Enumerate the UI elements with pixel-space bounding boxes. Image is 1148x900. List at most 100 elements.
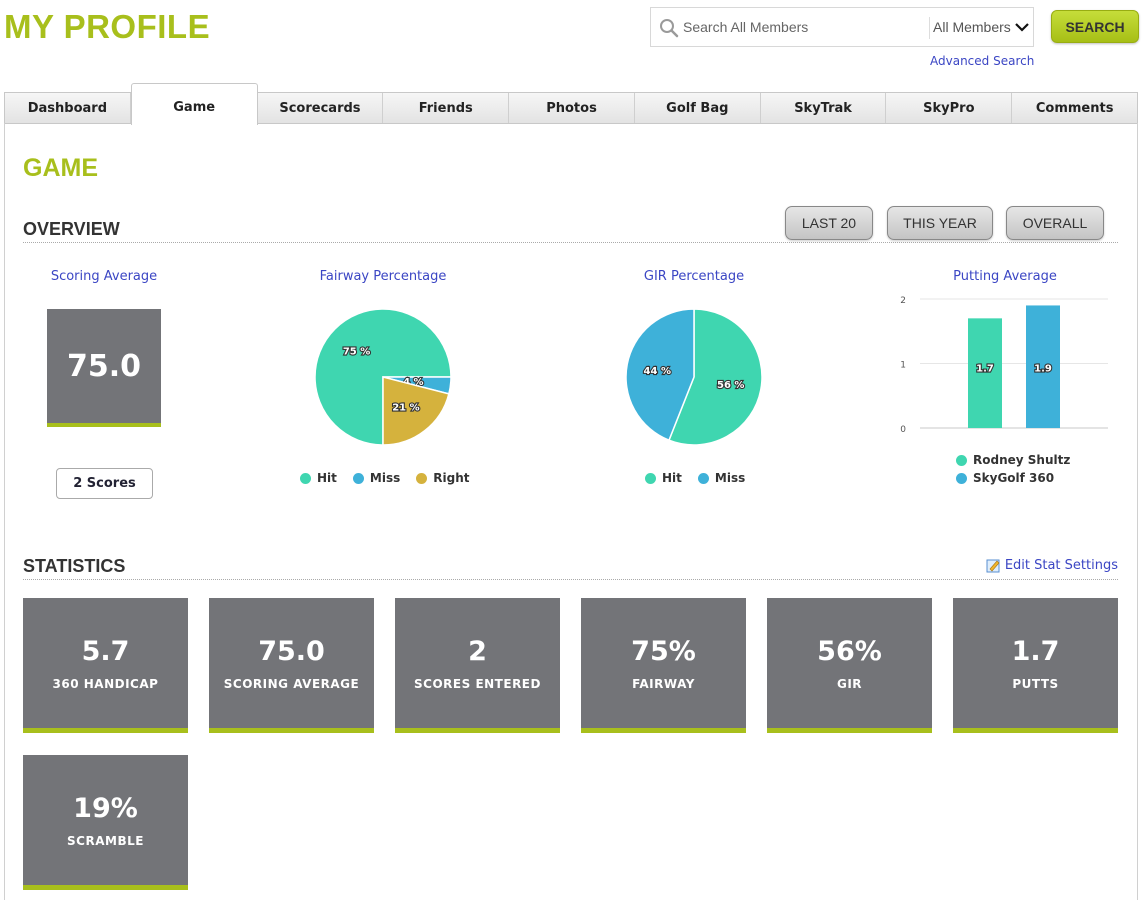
advanced-search-link[interactable]: Advanced Search <box>930 54 1035 68</box>
scoring-average-title: Scoring Average <box>50 269 158 284</box>
legend-item-hit[interactable]: Hit <box>645 471 682 485</box>
legend-dot <box>352 472 364 484</box>
legend-item-rodney[interactable]: Rodney Shultz <box>956 453 1070 467</box>
pie-slice-hit[interactable] <box>667 308 763 446</box>
legend-item-right[interactable]: Right <box>416 471 469 485</box>
edit-stat-settings-link[interactable]: Edit Stat Settings <box>986 558 1118 573</box>
legend-dot <box>956 472 967 484</box>
stat-label: FAIRWAY <box>632 677 695 691</box>
pie-slice-hit[interactable] <box>314 308 452 446</box>
stat-value: 75.0 <box>258 636 325 667</box>
tab-photos[interactable]: Photos <box>509 93 635 123</box>
legend-item-hit[interactable]: Hit <box>300 471 337 485</box>
legend-item-miss[interactable]: Miss <box>697 471 745 485</box>
filter-last-20-button[interactable]: LAST 20 <box>785 206 873 240</box>
legend-dot <box>645 472 656 484</box>
y-tick-label: 2 <box>900 296 906 306</box>
search-box: All Members <box>650 7 1034 47</box>
gir-legend: Hit Miss <box>645 471 745 485</box>
bar-data-label: 1.9 <box>1034 364 1052 375</box>
stat-card-scores-entered: 2 SCORES ENTERED <box>395 598 560 733</box>
pie-slice-miss[interactable] <box>625 308 695 442</box>
stat-card-putts: 1.7 PUTTS <box>953 598 1118 733</box>
stat-label: GIR <box>836 677 863 691</box>
stat-value: 75% <box>631 636 696 667</box>
profile-tabs: Dashboard Game Scorecards Friends Photos… <box>4 83 1138 125</box>
legend-label: Rodney Shultz <box>973 453 1071 467</box>
stat-card-scramble: 19% SCRAMBLE <box>23 755 188 890</box>
bar-data-label: 1.7 <box>976 364 994 375</box>
legend-item-miss[interactable]: Miss <box>352 471 401 485</box>
content-panel <box>4 123 1138 900</box>
game-heading: GAME <box>23 154 98 182</box>
stat-value: 19% <box>73 793 138 824</box>
pie-data-label: 44 % <box>644 366 671 377</box>
legend-item-skygolf[interactable]: SkyGolf 360 <box>956 471 1070 485</box>
edit-stat-settings-label: Edit Stat Settings <box>1004 558 1118 573</box>
pie-data-label: 56 % <box>717 380 744 391</box>
tab-skypro[interactable]: SkyPro <box>886 93 1013 123</box>
y-tick-label: 1 <box>900 361 906 371</box>
stat-card-fairway: 75% FAIRWAY <box>581 598 746 733</box>
stat-value: 2 <box>468 636 487 667</box>
tab-scorecards[interactable]: Scorecards <box>257 93 384 123</box>
stat-card-handicap: 5.7 360 HANDICAP <box>23 598 188 733</box>
scores-count-button[interactable]: 2 Scores <box>56 468 153 499</box>
legend-label: SkyGolf 360 <box>973 471 1055 485</box>
y-tick-label: 0 <box>900 425 906 435</box>
stat-label: 360 HANDICAP <box>52 677 159 691</box>
legend-label: Hit <box>662 471 682 485</box>
search-scope-label: All Members <box>933 19 1011 35</box>
stat-label: SCRAMBLE <box>67 834 144 848</box>
putting-bar-chart: 0 1 2 1.7 1.9 <box>900 296 1108 435</box>
tab-comments[interactable]: Comments <box>1012 93 1138 123</box>
stat-card-scoring-average: 75.0 SCORING AVERAGE <box>209 598 374 733</box>
stat-value: 1.7 <box>1011 636 1060 667</box>
legend-label: Right <box>433 471 470 485</box>
legend-dot <box>697 472 709 484</box>
filter-this-year-button[interactable]: THIS YEAR <box>887 206 993 240</box>
edit-icon <box>986 559 1000 573</box>
chevron-down-icon <box>1015 23 1029 32</box>
search-scope-select[interactable]: All Members <box>933 19 1029 35</box>
legend-dot <box>416 472 428 484</box>
pie-data-label: 21 % <box>392 403 419 414</box>
search-input[interactable] <box>683 14 923 40</box>
tab-game[interactable]: Game <box>130 83 258 125</box>
legend-label: Miss <box>369 471 401 485</box>
filter-overall-button[interactable]: OVERALL <box>1006 206 1104 240</box>
page-title: MY PROFILE <box>4 8 211 45</box>
search-icon <box>660 19 679 38</box>
pie-slice-right[interactable] <box>382 376 450 446</box>
fairway-chart-title: Fairway Percentage <box>319 269 447 284</box>
tab-golf-bag[interactable]: Golf Bag <box>634 93 761 123</box>
tab-skytrak[interactable]: SkyTrak <box>760 93 887 123</box>
legend-label: Hit <box>317 471 337 485</box>
tab-friends[interactable]: Friends <box>383 93 510 123</box>
bar-rodney-shultz[interactable] <box>968 318 1002 428</box>
statistics-heading: STATISTICS <box>23 556 126 576</box>
putting-legend: Rodney Shultz SkyGolf 360 <box>956 453 1070 489</box>
fairway-legend: Hit Miss Right <box>300 471 469 485</box>
statistics-divider <box>23 579 1118 580</box>
stat-value: 5.7 <box>81 636 130 667</box>
search-divider <box>929 17 930 39</box>
tab-dashboard[interactable]: Dashboard <box>5 93 131 123</box>
fairway-pie-chart: 75 %4 %21 % <box>314 308 452 446</box>
bar-skygolf-360[interactable] <box>1026 305 1060 428</box>
legend-dot <box>300 472 311 484</box>
stat-label: PUTTS <box>1012 677 1059 691</box>
stat-card-gir: 56% GIR <box>767 598 932 733</box>
gir-pie-chart: 56 % 44 % <box>625 308 763 446</box>
overview-heading: OVERVIEW <box>23 219 120 239</box>
stat-label: SCORING AVERAGE <box>223 677 360 691</box>
gir-chart-title: GIR Percentage <box>643 269 745 284</box>
scoring-average-value: 75.0 <box>47 309 161 427</box>
stat-value: 56% <box>817 636 882 667</box>
search-button[interactable]: SEARCH <box>1051 10 1139 43</box>
putting-chart-title: Putting Average <box>953 269 1057 284</box>
overview-divider <box>23 242 1118 243</box>
pie-data-label: 75 % <box>343 347 370 358</box>
stat-label: SCORES ENTERED <box>414 677 541 691</box>
legend-dot <box>956 454 967 466</box>
